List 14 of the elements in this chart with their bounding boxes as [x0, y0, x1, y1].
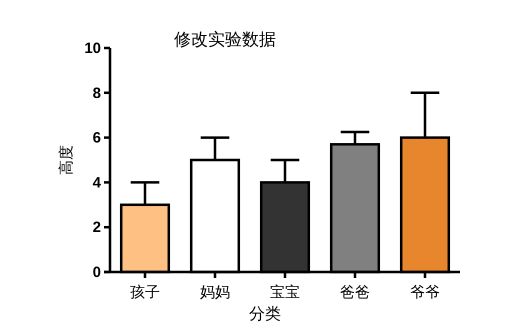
y-tick-label: 6	[92, 130, 101, 147]
chart-title: 修改实验数据	[174, 30, 276, 49]
x-axis-title: 分类	[249, 305, 281, 323]
y-tick-label: 10	[84, 40, 101, 57]
x-tick-label: 妈妈	[200, 285, 230, 301]
x-tick-label: 孩子	[130, 284, 160, 301]
x-tick-label: 宝宝	[270, 284, 300, 301]
y-tick-label: 8	[92, 84, 101, 102]
x-tick-label: 爸爸	[340, 284, 370, 301]
y-tick-label: 0	[92, 264, 101, 281]
y-tick-label: 2	[92, 219, 101, 236]
x-tick-label: 爷爷	[410, 284, 440, 301]
y-axis-title: 高度	[58, 145, 75, 175]
y-tick-label: 4	[92, 174, 102, 192]
